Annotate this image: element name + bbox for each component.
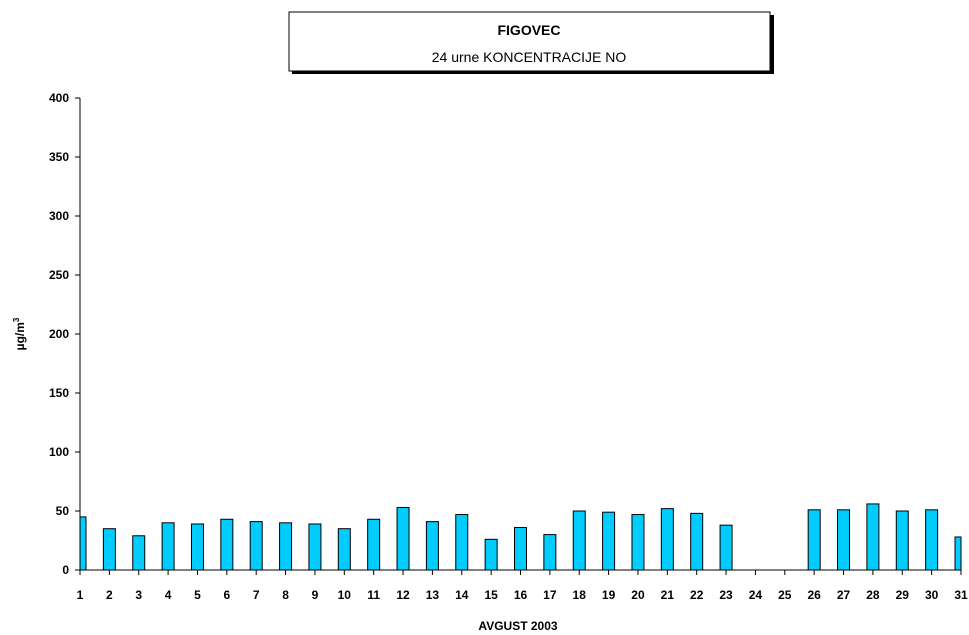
bar [690,512,704,571]
x-tick-label: 12 [396,588,410,602]
y-tick-label: 100 [49,445,69,459]
bar [79,516,87,571]
chart-title: FIGOVEC [497,22,560,38]
x-tick-label: 19 [602,588,616,602]
x-axis-title: AVGUST 2003 [478,619,557,633]
x-tick-label: 11 [367,588,380,602]
x-tick-label: 15 [484,588,498,602]
x-tick-label: 14 [455,588,469,602]
y-tick-label: 0 [62,563,69,577]
x-tick-label: 29 [896,588,910,602]
x-tick-label: 10 [338,588,352,602]
y-tick-label: 200 [49,327,69,341]
x-tick-label: 5 [194,588,201,602]
bar [161,522,175,571]
bar [866,503,880,571]
bar [396,506,410,571]
y-axis-title: µg/m3 [12,317,27,350]
x-tick-label: 27 [837,588,851,602]
x-tick-label: 18 [573,588,587,602]
bar [308,523,322,571]
x-tick-label: 9 [312,588,319,602]
bar [132,535,146,571]
bar [719,524,733,571]
bar [602,511,616,571]
bar [425,521,439,571]
bar [925,509,939,571]
bar [807,509,821,571]
x-tick-label: 16 [514,588,528,602]
bar [220,518,234,571]
x-tick-label: 2 [106,588,113,602]
x-tick-label: 20 [631,588,645,602]
bar [484,538,498,571]
bar [455,514,469,571]
x-tick-label: 6 [223,588,230,602]
y-axis-title-text: µg/m [13,322,27,350]
bar [279,522,293,571]
x-tick-label: 17 [543,588,557,602]
title-box [288,11,771,72]
bar [514,527,527,571]
y-tick-label: 400 [49,91,69,105]
chart-subtitle: 24 urne KONCENTRACIJE NO [432,49,627,65]
bar [367,518,381,571]
bar [837,509,851,571]
y-tick-label: 350 [49,150,69,164]
bar [543,534,557,571]
x-tick-label: 7 [253,588,260,602]
bar [249,521,263,571]
bar [895,510,909,571]
x-tick-label: 30 [925,588,939,602]
x-tick-label: 24 [749,588,763,602]
bar [337,528,351,571]
bar [954,536,962,571]
x-tick-label: 13 [426,588,440,602]
bar [190,523,204,571]
x-tick-label: 26 [807,588,821,602]
bar [631,514,645,571]
y-tick-label: 250 [49,268,69,282]
y-tick-label: 50 [56,504,70,518]
x-tick-label: 1 [77,588,84,602]
x-tick-label: 3 [135,588,142,602]
x-tick-label: 31 [954,588,968,602]
x-tick-label: 8 [282,588,289,602]
y-tick-label: 300 [49,209,69,223]
bar [572,510,586,571]
x-tick-label: 22 [690,588,704,602]
x-tick-label: 21 [661,588,675,602]
x-tick-label: 4 [165,588,172,602]
y-axis-title-superscript: 3 [12,317,21,322]
x-tick-label: 25 [778,588,792,602]
x-tick-label: 28 [866,588,880,602]
x-tick-label: 23 [719,588,733,602]
bar [102,528,116,571]
y-tick-label: 150 [49,386,69,400]
bar [660,508,674,571]
